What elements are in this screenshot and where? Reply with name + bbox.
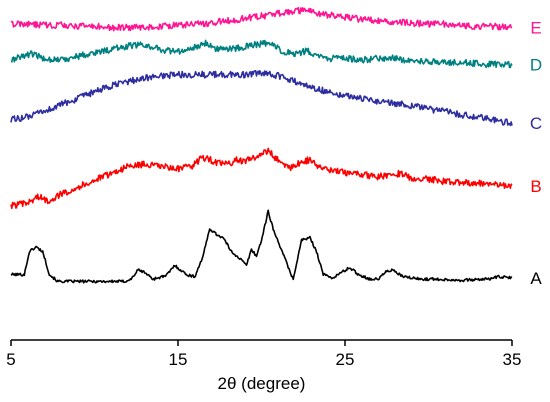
x-axis: 5 15 25 35 [6,339,522,369]
x-tick-label-5: 5 [6,350,15,369]
series-a-line [10,209,513,284]
x-tick-label-15: 15 [169,350,188,369]
x-tick-label-35: 35 [503,350,522,369]
series-c-line [10,69,513,127]
series-e-line [10,6,513,32]
legend-layer: A B C DE [530,19,542,289]
series-a-label: A [530,269,542,288]
series-d-line [10,39,513,69]
series-c-label: C [530,114,542,133]
series-d-label: D [530,55,542,74]
series-b-label: B [530,177,541,196]
series-e-label: E [530,19,541,38]
series-b-line [10,147,513,210]
series-layer [10,6,513,284]
x-tick-label-25: 25 [336,350,355,369]
x-axis-title: 2θ (degree) [218,374,306,393]
